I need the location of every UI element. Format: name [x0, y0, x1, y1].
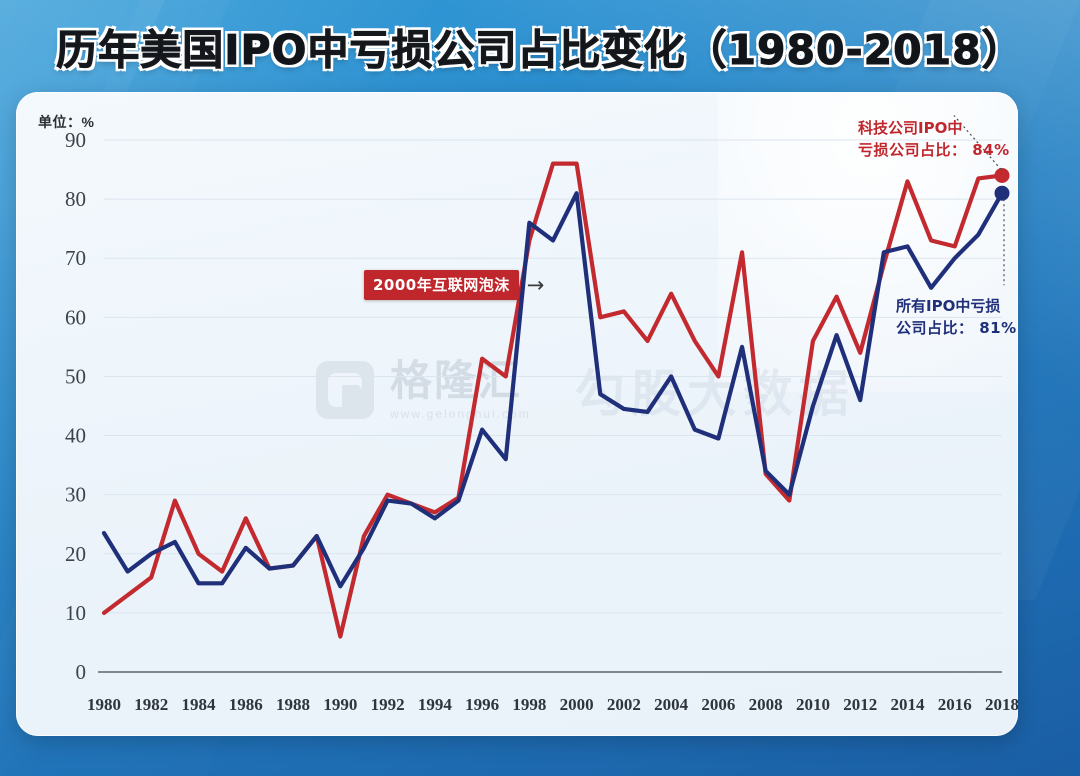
y-axis-tick: 60 [65, 305, 86, 329]
y-axis-tick: 80 [65, 187, 86, 211]
bubble-callout: 2000年互联网泡沫 → [364, 270, 544, 300]
x-axis-tick: 2014 [890, 695, 925, 714]
x-axis-tick: 1984 [182, 695, 217, 714]
y-axis-tick: 30 [65, 483, 86, 507]
x-axis-tick: 2018 [985, 695, 1018, 714]
x-axis-tick: 1994 [418, 695, 453, 714]
x-axis-tick: 2016 [938, 695, 972, 714]
series-line-all [101, 191, 1005, 589]
x-axis-tick: 2010 [796, 695, 830, 714]
y-axis-unit-label: 单位：% [38, 114, 95, 130]
x-axis-tick: 1998 [512, 695, 546, 714]
y-axis-tick: 40 [65, 424, 86, 448]
y-axis-tick: 0 [76, 660, 87, 684]
annotation-tech-share: 科技公司IPO中 亏损公司占比： 84% [858, 118, 1010, 162]
series-end-markers [994, 167, 1010, 201]
x-axis-tick: 2008 [749, 695, 783, 714]
title-container: 历年美国IPO中亏损公司占比变化（1980-2018） [0, 16, 1080, 76]
x-axis-tick: 1992 [371, 695, 405, 714]
chart-card: 单位：% 格隆汇 www.gelonghui.com 勾股大数据 0 10 20 30… [16, 92, 1018, 736]
x-axis-tick-labels: 1980 1982 1984 1986 1988 1990 1992 1994 1996 1998… [87, 695, 1018, 714]
y-axis-tick: 10 [65, 601, 86, 625]
y-axis-tick: 20 [65, 542, 86, 566]
x-axis-tick: 2000 [560, 695, 594, 714]
annotation-tech-line1: 科技公司IPO中 [858, 119, 963, 137]
x-axis-tick: 2006 [701, 695, 735, 714]
y-axis-tick-labels: 0 10 20 30 40 50 60 70 80 90 [65, 128, 86, 684]
end-marker-all [994, 185, 1010, 201]
leader-line-tech [953, 115, 1002, 170]
y-axis-tick: 50 [65, 364, 86, 388]
x-axis-tick: 2012 [843, 695, 877, 714]
x-axis-tick: 1990 [323, 695, 357, 714]
x-axis-tick: 1988 [276, 695, 310, 714]
annotation-tech-line2: 亏损公司占比： 84% [858, 140, 1010, 159]
x-axis-tick: 2002 [607, 695, 641, 714]
x-axis-tick: 1996 [465, 695, 499, 714]
annotation-all-share: 所有IPO中亏损 公司占比： 81% [896, 296, 1017, 340]
x-axis-tick: 1980 [87, 695, 121, 714]
x-axis-tick: 1982 [134, 695, 168, 714]
series-line-tech [101, 161, 1005, 639]
end-marker-tech [994, 167, 1010, 183]
gridlines [104, 139, 1002, 614]
annotation-leader-lines [953, 115, 1005, 286]
arrow-right-icon: → [526, 272, 545, 297]
y-axis-tick: 90 [65, 128, 86, 152]
annotation-all-line2: 公司占比： 81% [896, 318, 1017, 337]
y-axis-tick: 70 [65, 246, 86, 270]
page-title: 历年美国IPO中亏损公司占比变化（1980-2018） [56, 26, 1024, 75]
x-axis-tick: 1986 [229, 695, 263, 714]
x-axis-tick: 2004 [654, 695, 689, 714]
annotation-all-line1: 所有IPO中亏损 [896, 297, 1001, 315]
line-chart-plot: 0 10 20 30 40 50 60 70 80 90 1980 1982 1984 1986 1988… [65, 115, 1018, 714]
callout-label: 2000年互联网泡沫 [364, 270, 519, 300]
